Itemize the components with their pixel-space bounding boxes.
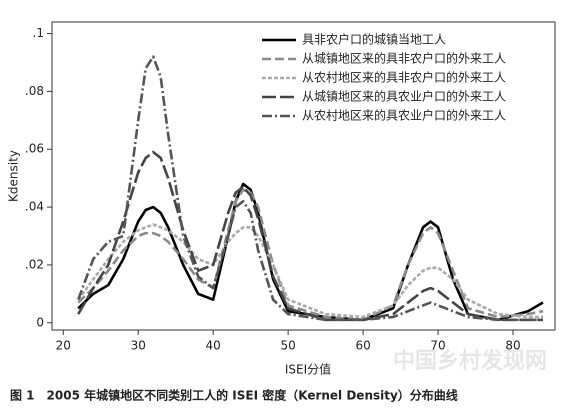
line-series — [77, 150, 544, 322]
x-tick-label: 40 — [206, 339, 221, 353]
plot-frame — [51, 21, 556, 331]
legend-bg — [258, 31, 548, 49]
y-tick-label: .08 — [25, 84, 44, 98]
legend-label: 从农村地区来的具非农户口的外来工人 — [302, 70, 506, 85]
x-tick-label: 50 — [280, 339, 295, 353]
line-series — [77, 223, 544, 319]
y-tick-label: .1 — [33, 26, 44, 40]
y-tick-label: .06 — [25, 142, 44, 156]
x-tick-label: 60 — [355, 339, 370, 353]
y-tick-label: 0 — [36, 315, 44, 329]
y-tick-label: .02 — [25, 257, 44, 271]
x-tick-label: 30 — [131, 339, 146, 353]
legend-bg — [258, 50, 548, 68]
legend-label: 具非农户口的城镇当地工人 — [302, 32, 446, 47]
x-tick-label: 20 — [56, 339, 71, 353]
watermark: 中国乡村发现网 — [393, 348, 547, 374]
legend-label: 从农村地区来的具农业户口的外来工人 — [302, 108, 506, 123]
caption: 图 1 2005 年城镇地区不同类别工人的 ISEI 密度（Kernel Den… — [10, 388, 458, 403]
x-tick-label: 70 — [430, 339, 445, 353]
line-series — [77, 55, 544, 322]
x-axis-label: ISEI分值 — [285, 362, 331, 377]
x-tick-label: 80 — [505, 339, 520, 353]
legend-label: 从城镇地区来的具农业户口的外来工人 — [302, 89, 506, 104]
y-axis-label: Kdensity — [7, 150, 21, 202]
legend-bg — [258, 88, 548, 106]
legend-bg — [258, 107, 548, 125]
legend-label: 从城镇地区来的具非农户口的外来工人 — [302, 51, 506, 66]
line-series — [77, 182, 544, 322]
y-tick-label: .04 — [25, 200, 44, 214]
line-series — [77, 188, 544, 322]
legend-bg — [258, 69, 548, 87]
